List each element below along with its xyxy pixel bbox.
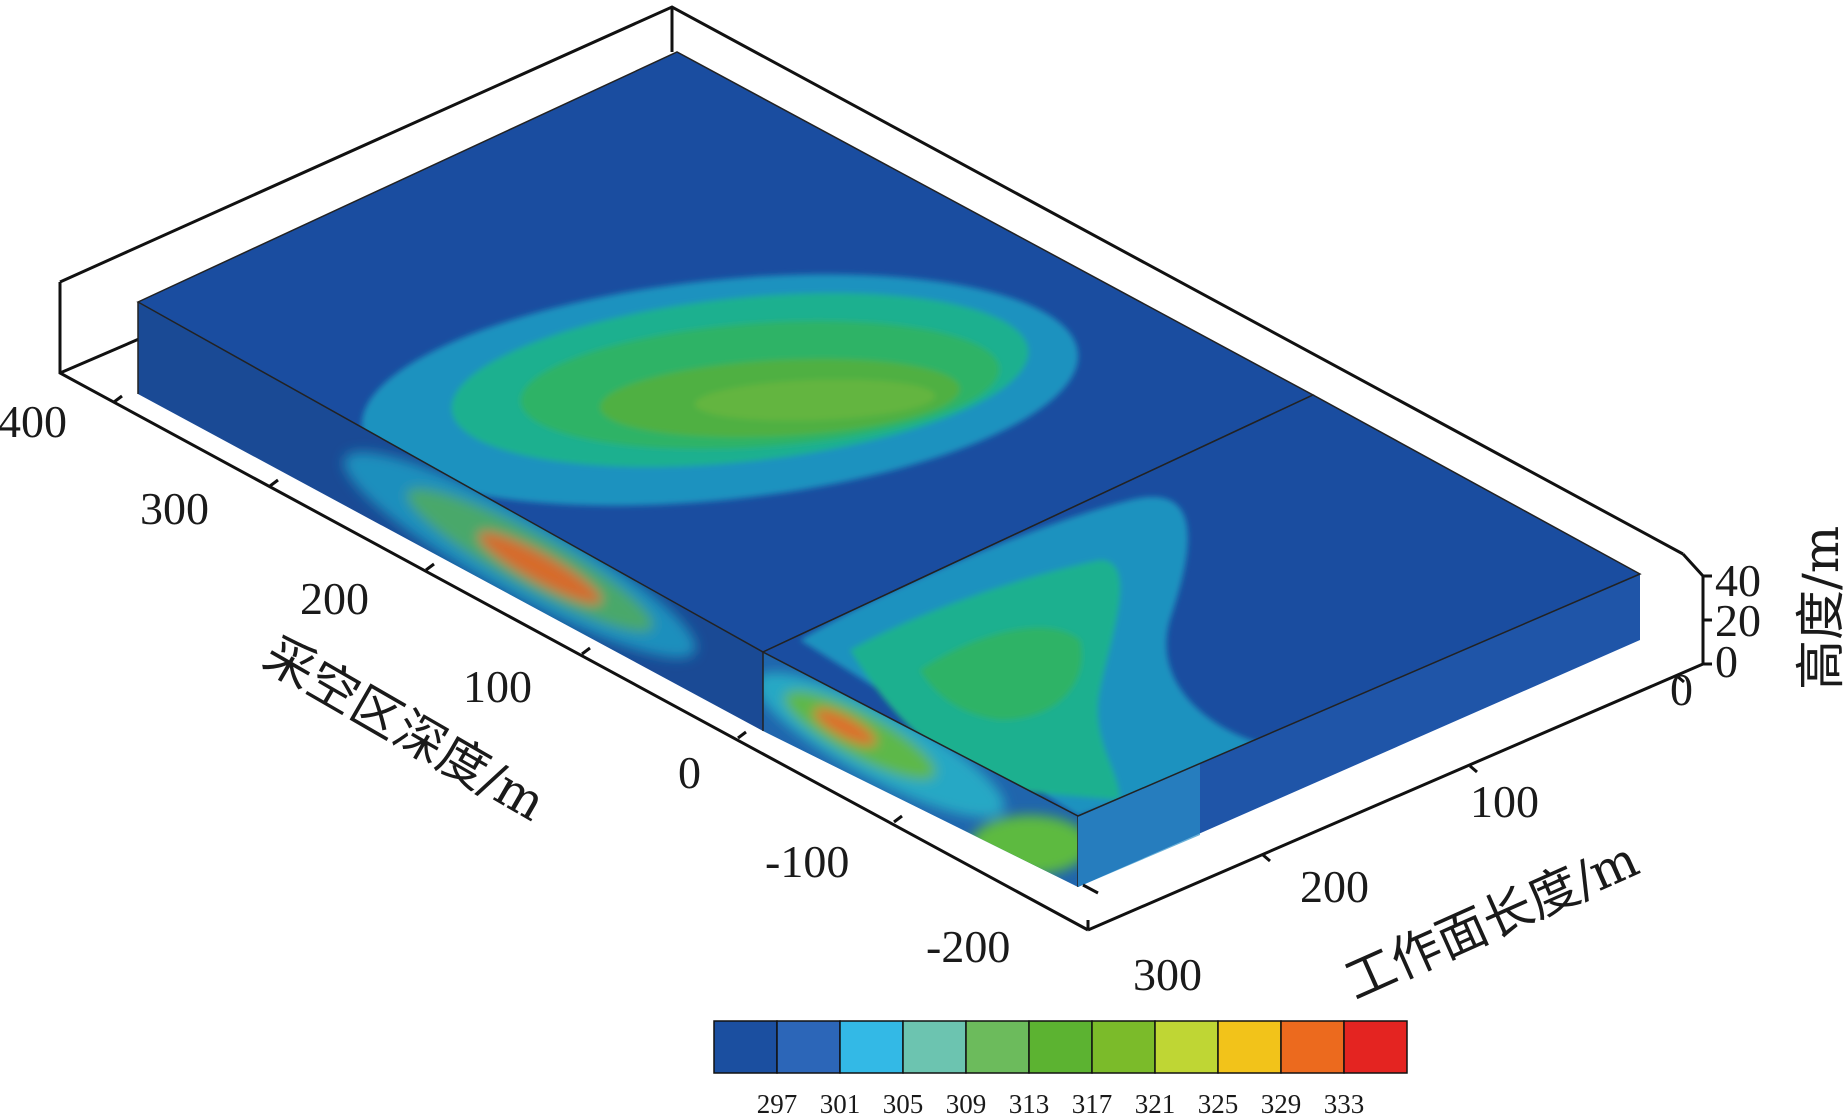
length-tick-100: 100 [1470,776,1539,827]
depth-tick-300: 300 [140,483,209,534]
depth-axis-title: 采空区深度/m [254,625,555,832]
length-axis-title: 工作面长度/m [1336,830,1647,1011]
depth-tick-400: 400 [0,396,67,447]
height-tick-0: 0 [1715,636,1738,687]
colorbar-label: 313 [1009,1089,1050,1117]
slab-top-right [761,394,1642,817]
depth-tick-minus-100: -100 [765,836,849,887]
length-tick-labels: 0 100 200 300 [1133,664,1693,1000]
colorbar-swatch [1217,1020,1282,1074]
colorbar-label: 301 [820,1089,861,1117]
height-axis-ticks [1703,574,1712,666]
depth-tick-0: 0 [678,747,701,798]
slab-top-left [136,51,1315,653]
colorbar-swatch [965,1020,1030,1074]
colorbar-labels: 297 301 305 309 313 317 321 325 329 333 [757,1089,1365,1117]
colorbar-swatch [1280,1020,1345,1074]
colorbar-label: 329 [1261,1089,1302,1117]
colorbar-swatch [1028,1020,1093,1074]
colorbar-label: 325 [1198,1089,1239,1117]
length-axis-ticks [1262,674,1685,863]
depth-axis-ticks [113,394,903,824]
depth-tick-minus-200: -200 [926,921,1010,972]
height-tick-40: 40 [1715,555,1761,606]
length-tick-200: 200 [1300,861,1369,912]
colorbar-swatch [1091,1020,1156,1074]
height-tick-20: 20 [1715,595,1761,646]
length-tick-300: 300 [1133,949,1202,1000]
colorbar-label: 309 [946,1089,987,1117]
colorbar-swatch [713,1020,778,1074]
height-tick-labels: 40 20 0 [1715,555,1761,687]
colorbar [713,1020,1408,1074]
colorbar-swatch [902,1020,967,1074]
colorbar-swatch [1154,1020,1219,1074]
colorbar-swatch [839,1020,904,1074]
colorbar-swatch [1343,1020,1408,1074]
colorbar-label: 305 [883,1089,924,1117]
colorbar-label: 321 [1135,1089,1176,1117]
colorbar-label: 317 [1072,1089,1113,1117]
slab-right-face [1078,574,1640,887]
depth-tick-200: 200 [300,573,369,624]
depth-tick-labels: 400 300 200 100 0 -100 -200 [0,396,1010,972]
height-axis-title: 高度/m [1792,526,1843,690]
depth-tick-100: 100 [463,661,532,712]
colorbar-label: 333 [1324,1089,1365,1117]
colorbar-swatch [776,1020,841,1074]
length-tick-0: 0 [1670,664,1693,715]
slab-front-left-face [137,302,763,731]
bounding-box-front [1082,883,1099,930]
slab-front-right-face [762,652,1079,887]
colorbar-label: 297 [757,1089,798,1117]
